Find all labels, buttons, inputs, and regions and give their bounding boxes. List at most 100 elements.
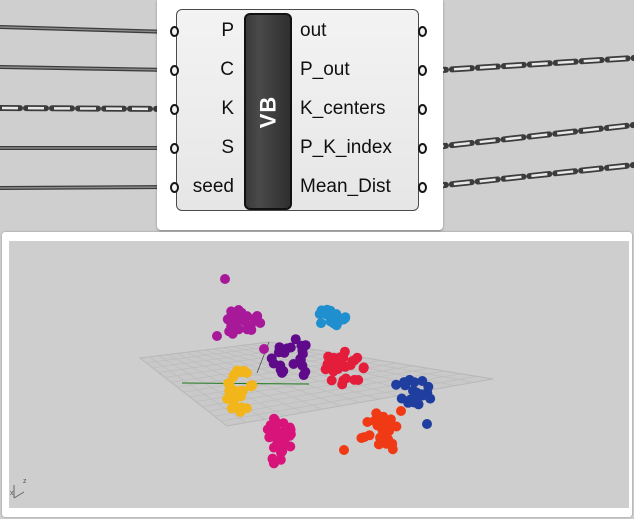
input-label-s: S bbox=[221, 137, 234, 158]
wire-from-mean-dist-core bbox=[425, 163, 634, 189]
wire-to-seed-core bbox=[0, 186, 173, 189]
axis-widget bbox=[13, 485, 25, 499]
grid-line bbox=[259, 342, 475, 383]
point-pink bbox=[276, 443, 287, 454]
wire-from-p-out-core bbox=[425, 56, 634, 73]
point-navy bbox=[396, 393, 407, 404]
output-label-k-centers: K_centers bbox=[300, 98, 386, 119]
point-light-blue bbox=[322, 304, 333, 315]
point-orange-red bbox=[396, 406, 406, 416]
input-port-p[interactable] bbox=[170, 26, 179, 37]
output-port-out[interactable] bbox=[418, 26, 427, 37]
point-pink bbox=[267, 454, 278, 465]
wire-to-k-core bbox=[0, 106, 173, 111]
grid-line bbox=[222, 347, 399, 397]
point-purple bbox=[288, 359, 299, 369]
point-magenta bbox=[212, 331, 222, 341]
point-light-blue bbox=[314, 309, 325, 319]
cluster-purple bbox=[266, 334, 311, 381]
point-pink bbox=[285, 441, 296, 452]
point-magenta bbox=[233, 305, 244, 315]
point-red bbox=[328, 352, 339, 363]
input-port-s[interactable] bbox=[170, 143, 179, 154]
point-orange-red bbox=[378, 430, 388, 441]
cluster-light-blue bbox=[314, 304, 351, 331]
input-label-c: C bbox=[220, 59, 234, 80]
point-light-blue bbox=[338, 314, 349, 325]
output-label-mean-dist: Mean_Dist bbox=[300, 176, 391, 197]
point-pink bbox=[278, 418, 289, 429]
cluster-magenta bbox=[212, 274, 269, 354]
cluster-red bbox=[320, 346, 369, 390]
grid-line bbox=[213, 348, 380, 400]
point-yellow bbox=[231, 390, 242, 401]
point-orange-red bbox=[364, 430, 375, 441]
point-orange-red bbox=[387, 438, 398, 449]
point-purple bbox=[290, 334, 301, 345]
grid-line bbox=[220, 375, 478, 422]
component-title-bar[interactable] bbox=[244, 13, 292, 210]
point-navy bbox=[422, 419, 432, 429]
point-red bbox=[340, 373, 351, 384]
point-purple bbox=[278, 366, 289, 376]
output-port-mean-dist[interactable] bbox=[418, 182, 427, 193]
point-red bbox=[328, 366, 339, 377]
point-purple bbox=[298, 370, 309, 381]
cluster-navy bbox=[391, 374, 436, 429]
point-pink bbox=[262, 424, 273, 435]
point-orange-red bbox=[372, 413, 382, 424]
point-red bbox=[349, 374, 360, 385]
output-label-out: out bbox=[300, 20, 327, 41]
point-orange-red bbox=[385, 414, 396, 425]
point-yellow bbox=[235, 407, 246, 417]
point-magenta bbox=[259, 344, 269, 354]
point-red bbox=[337, 353, 348, 364]
point-magenta bbox=[226, 306, 237, 317]
point-yellow bbox=[223, 378, 234, 389]
output-port-k-centers[interactable] bbox=[418, 104, 427, 115]
point-magenta bbox=[227, 317, 238, 328]
green-axis bbox=[181, 382, 310, 385]
point-pink bbox=[270, 431, 281, 442]
point-pink bbox=[284, 430, 295, 441]
output-port-p-out[interactable] bbox=[418, 65, 427, 76]
point-cloud bbox=[212, 274, 436, 469]
vb-component[interactable] bbox=[176, 9, 419, 211]
point-purple bbox=[285, 342, 296, 353]
input-label-seed: seed bbox=[192, 176, 234, 197]
point-yellow bbox=[241, 367, 252, 378]
wire-from-p-k-index-core bbox=[425, 123, 634, 150]
point-purple bbox=[268, 358, 279, 369]
output-label-p-out: P_out bbox=[300, 59, 350, 80]
point-light-blue bbox=[316, 318, 326, 329]
point-navy bbox=[408, 397, 419, 408]
point-magenta bbox=[220, 274, 230, 284]
wire-to-c-core bbox=[0, 66, 173, 71]
cluster-orange-red bbox=[339, 406, 406, 455]
input-port-c[interactable] bbox=[170, 65, 179, 76]
point-navy bbox=[399, 377, 410, 388]
point-magenta bbox=[239, 316, 250, 327]
wire-to-p-core bbox=[0, 26, 173, 33]
point-yellow bbox=[226, 403, 237, 414]
cluster-yellow bbox=[222, 365, 258, 417]
point-yellow bbox=[230, 367, 241, 378]
wire-layer bbox=[0, 25, 634, 190]
point-pink bbox=[270, 415, 281, 426]
point-red bbox=[358, 362, 369, 373]
point-yellow bbox=[245, 380, 256, 391]
point-navy bbox=[391, 379, 402, 390]
point-pink bbox=[275, 454, 286, 465]
component-title-text: VB bbox=[255, 95, 280, 128]
input-port-seed[interactable] bbox=[170, 182, 179, 193]
input-label-k: K bbox=[221, 98, 234, 119]
output-port-p-k-index[interactable] bbox=[418, 143, 427, 154]
input-port-k[interactable] bbox=[170, 104, 179, 115]
input-label-p: P bbox=[221, 20, 234, 41]
point-orange-red bbox=[356, 433, 367, 443]
axis-z-label: z bbox=[23, 478, 27, 485]
point-orange-red bbox=[391, 421, 402, 432]
viewport-3d[interactable] bbox=[9, 241, 629, 508]
point-purple bbox=[295, 354, 306, 365]
point-orange-red bbox=[339, 445, 349, 455]
